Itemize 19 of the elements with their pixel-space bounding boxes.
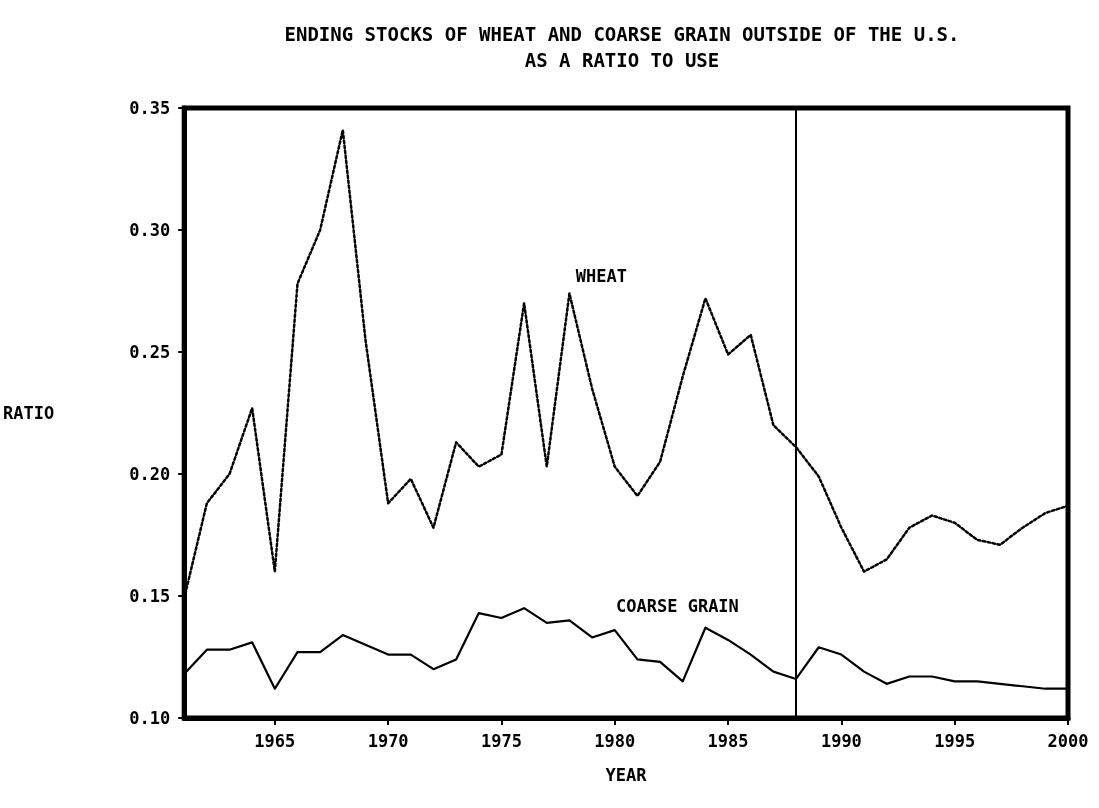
y-tick-label: 0.10 bbox=[129, 708, 171, 728]
series-label: WHEAT bbox=[575, 265, 628, 286]
x-tick-label: 2000 bbox=[1047, 730, 1089, 751]
x-tick-label: 1990 bbox=[820, 730, 862, 751]
y-tick-label: 0.35 bbox=[129, 98, 171, 118]
y-tick-label: 0.15 bbox=[129, 586, 171, 606]
x-tick-label: 1975 bbox=[480, 730, 522, 751]
y-tick-label: 0.20 bbox=[129, 464, 171, 484]
x-tick-label: 1980 bbox=[594, 730, 636, 751]
x-tick-label: 1995 bbox=[934, 730, 976, 751]
chart-title: ENDING STOCKS OF WHEAT AND COARSE GRAIN OUTSIDE OF THE U.S. AS A RATIO TO USE bbox=[284, 23, 960, 71]
x-tick-label: 1965 bbox=[254, 730, 296, 751]
x-tick-label: 1970 bbox=[367, 730, 409, 751]
y-axis-title: RATIO bbox=[2, 403, 55, 423]
x-tick-label: 1985 bbox=[707, 730, 749, 751]
y-tick-label: 0.30 bbox=[129, 220, 171, 240]
x-axis-title: YEAR bbox=[605, 764, 648, 785]
series-label: COARSE GRAIN bbox=[616, 595, 739, 616]
y-tick-label: 0.25 bbox=[129, 342, 171, 362]
